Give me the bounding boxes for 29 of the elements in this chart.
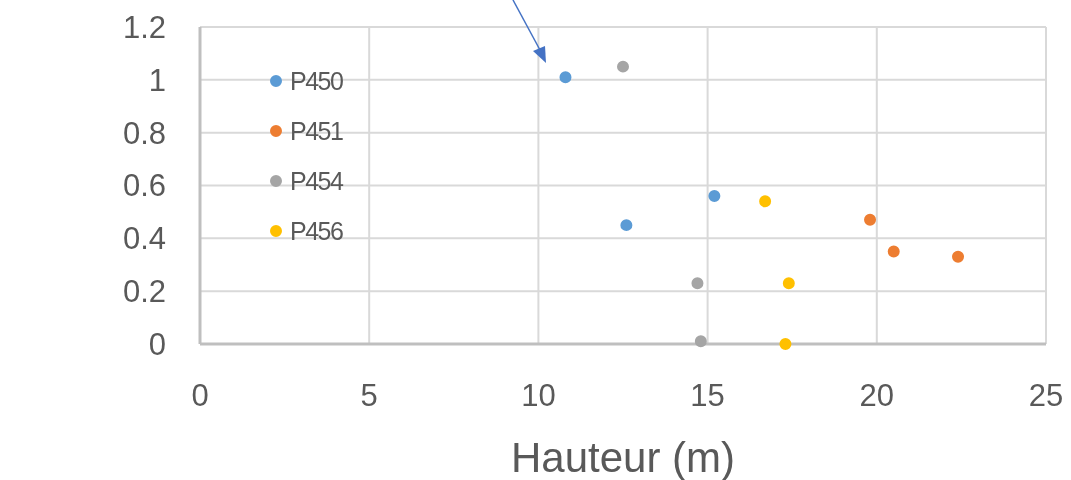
x-tick-label: 20 <box>859 378 895 413</box>
x-tick-label: 10 <box>521 378 556 413</box>
y-tick-label: 0.2 <box>122 274 166 310</box>
legend-label: P456 <box>290 216 343 245</box>
point <box>691 277 704 290</box>
x-tick-label: 5 <box>360 378 378 413</box>
point <box>759 195 772 208</box>
x-tick-label: 0 <box>191 378 209 413</box>
legend-label: P451 <box>290 116 343 145</box>
point <box>559 71 572 84</box>
point <box>952 250 965 263</box>
point <box>694 335 707 348</box>
y-tick-label: 1 <box>148 62 166 98</box>
point <box>779 338 792 350</box>
y-tick-label: 0.4 <box>122 221 166 257</box>
y-tick-label: 0.6 <box>122 168 166 204</box>
y-tick-label: 0.8 <box>122 115 166 151</box>
point <box>782 277 795 290</box>
legend-label: P450 <box>290 66 343 95</box>
x-tick-label: 25 <box>1028 378 1064 413</box>
point <box>617 60 629 73</box>
y-tick-label: 0 <box>148 326 166 362</box>
y-tick-label: 1.2 <box>122 9 166 45</box>
legend-label: P454 <box>290 166 344 195</box>
point <box>620 219 633 232</box>
point <box>864 213 877 226</box>
point <box>708 190 721 203</box>
x-tick-label: 15 <box>690 378 725 413</box>
point <box>887 245 900 258</box>
